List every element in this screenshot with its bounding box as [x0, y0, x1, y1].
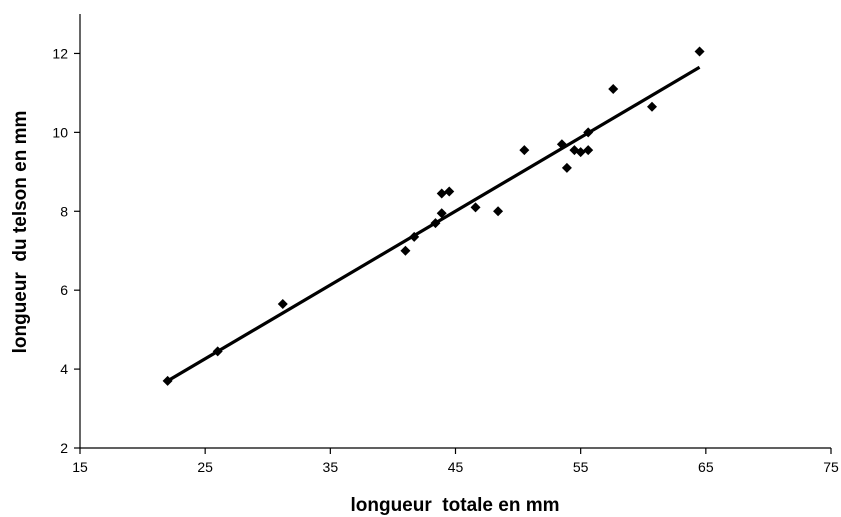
data-point	[436, 208, 447, 219]
x-tick-label: 45	[448, 459, 464, 475]
x-tick-label: 65	[698, 459, 714, 475]
data-points	[162, 46, 705, 386]
x-tick-label: 35	[323, 459, 339, 475]
data-point	[519, 145, 530, 156]
data-point	[212, 346, 223, 357]
data-point	[162, 375, 173, 386]
data-point	[436, 188, 447, 199]
data-point	[277, 298, 288, 309]
data-point	[583, 145, 594, 156]
y-tick-label: 2	[60, 440, 68, 456]
data-point	[444, 186, 455, 197]
x-axis-title: longueur totale en mm	[350, 495, 559, 516]
x-tick-label: 15	[72, 459, 88, 475]
y-tick-label: 4	[60, 361, 68, 377]
x-tick-label: 25	[197, 459, 213, 475]
y-tick-label: 10	[52, 124, 68, 140]
data-point	[400, 245, 411, 256]
x-tick-label: 75	[823, 459, 839, 475]
data-point	[556, 139, 567, 150]
y-tick-label: 8	[60, 203, 68, 219]
data-point	[561, 162, 572, 173]
data-point	[409, 231, 420, 242]
data-point	[430, 218, 441, 229]
x-axis-ticks: 15 25 35 45 55 65 75	[72, 448, 839, 475]
data-point	[583, 127, 594, 138]
data-point	[470, 202, 481, 213]
y-axis-ticks: 2 4 6 8 10 12	[52, 45, 80, 456]
data-point	[493, 206, 504, 217]
y-tick-label: 6	[60, 282, 68, 298]
x-tick-label: 55	[573, 459, 589, 475]
data-point	[694, 46, 705, 57]
data-point	[647, 101, 658, 112]
data-point	[608, 83, 619, 94]
y-tick-label: 12	[52, 45, 68, 61]
data-point	[575, 147, 586, 158]
y-axis-title: longueur du telson en mm	[10, 111, 31, 354]
